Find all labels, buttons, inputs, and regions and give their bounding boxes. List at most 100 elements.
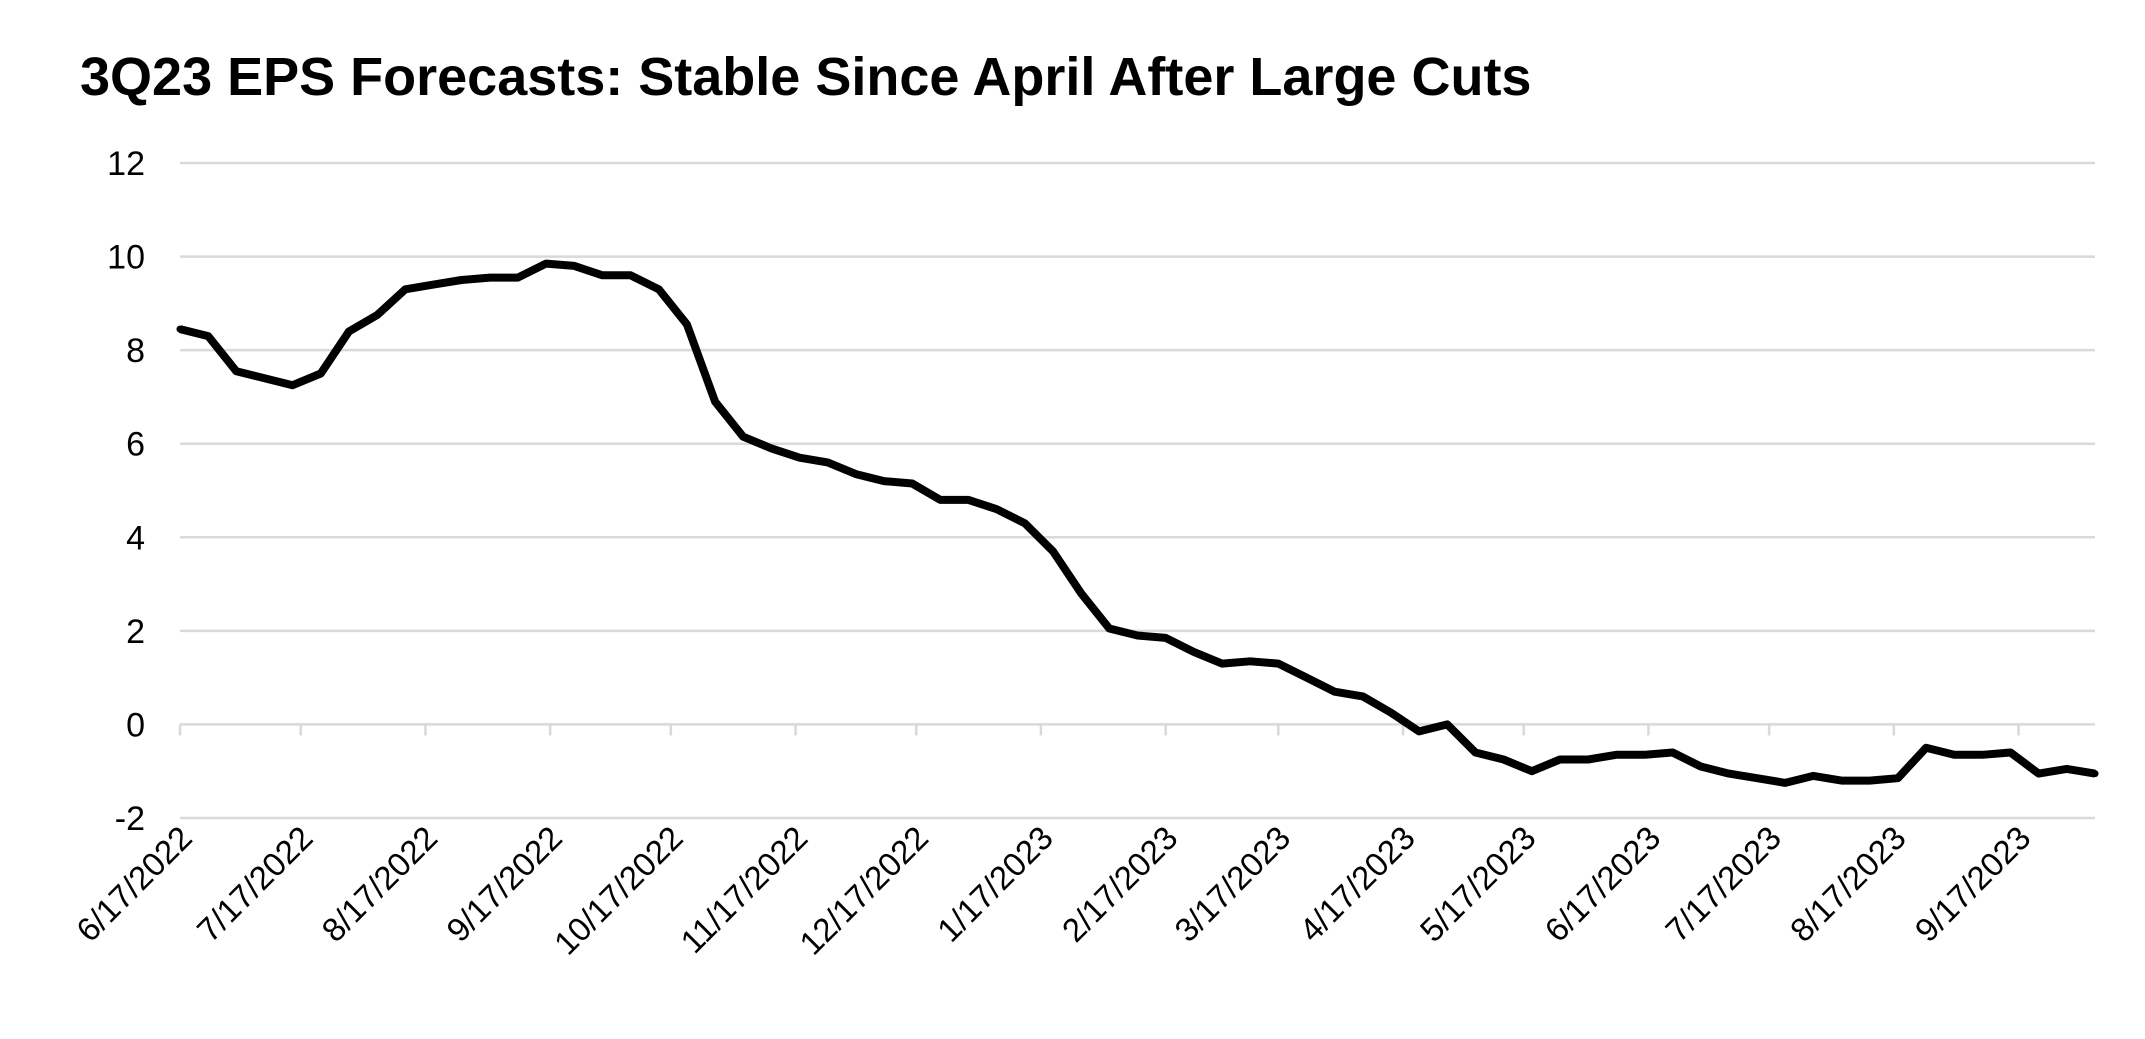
y-axis-tick-labels: -2 0 2 4 6 8 10 12 [107,145,145,838]
data-point [1105,625,1113,632]
data-point [1500,756,1508,763]
data-point [1584,756,1592,763]
data-point [373,311,381,319]
data-point [1331,688,1339,696]
data-point [1753,774,1761,782]
data-point [1922,744,1930,752]
data-point [1134,632,1141,639]
data-point [1021,519,1029,527]
series-layer [176,259,2099,787]
data-point [1443,720,1451,728]
data-point [1950,751,1958,759]
data-point [1246,657,1254,665]
data-point [627,271,635,279]
data-point [289,381,297,389]
data-point [1303,674,1310,682]
data-point [711,398,719,406]
x-tick-label: 9/17/2022 [439,819,569,949]
x-axis [178,724,2020,736]
data-point [1978,751,1986,759]
x-axis-tick-labels: 6/17/20227/17/20228/17/20229/17/202210/1… [69,819,2038,962]
data-point [655,285,663,293]
data-point [1162,634,1170,642]
data-point [1049,547,1057,555]
y-tick-label: 10 [107,239,145,277]
data-point [1077,589,1085,597]
data-point [345,327,353,335]
data-point [514,274,522,282]
x-tick-label: 7/17/2023 [1658,819,1788,949]
data-point [2091,770,2099,778]
data-point [824,458,832,466]
x-tick-label: 6/17/2022 [69,819,199,949]
data-point [1556,756,1564,763]
data-point [1809,772,1817,780]
data-point [1415,727,1423,735]
y-tick-label: -2 [115,800,145,838]
data-point [1387,709,1395,717]
data-point [2035,770,2043,778]
series-line [179,259,2096,787]
x-tick-label: 12/17/2022 [792,819,935,962]
gridlines [180,161,2095,820]
data-point [458,276,466,284]
data-point [204,332,212,340]
data-point [317,370,325,377]
y-tick-label: 4 [126,519,145,557]
y-tick-label: 0 [126,706,145,744]
y-tick-label: 12 [107,145,145,183]
data-point [1669,749,1677,756]
data-point [852,470,860,478]
chart-title: 3Q23 EPS Forecasts: Stable Since April A… [80,47,1532,107]
data-point [232,367,240,375]
data-point [1866,777,1874,785]
x-tick-label: 8/17/2023 [1783,819,1913,949]
data-point [739,433,747,441]
data-point [1640,751,1648,759]
data-point [1274,660,1282,668]
data-point [796,454,804,462]
data-point [1697,763,1705,770]
data-point [486,274,494,282]
data-point [1894,774,1902,782]
data-point [261,374,268,382]
data-point [936,496,944,504]
y-tick-label: 2 [126,613,145,651]
data-point [1218,660,1226,668]
x-tick-label: 8/17/2022 [314,819,444,949]
data-point [598,271,606,279]
data-point [430,281,437,289]
data-point [2007,749,2014,756]
data-point [1838,777,1845,785]
data-point [570,262,578,270]
data-point [1612,751,1620,759]
data-point [2063,765,2071,773]
data-point [1190,648,1198,656]
x-tick-label: 3/17/2023 [1167,819,1297,949]
data-point [908,480,916,487]
data-point [1359,692,1367,700]
x-tick-label: 1/17/2023 [930,819,1060,949]
y-tick-label: 8 [126,332,145,370]
data-point [176,325,184,333]
data-point [1471,749,1479,756]
data-point [880,477,888,485]
data-point [1528,767,1536,775]
data-point [542,260,550,268]
y-tick-label: 6 [126,426,145,464]
x-tick-label: 11/17/2022 [673,819,814,960]
data-point [683,320,691,328]
data-point [1725,770,1733,778]
x-tick-label: 10/17/2022 [547,819,690,962]
x-tick-label: 6/17/2023 [1537,819,1667,949]
x-tick-label: 7/17/2022 [190,819,320,949]
data-point [767,444,775,452]
data-point [401,285,409,293]
x-tick-label: 4/17/2023 [1292,819,1422,949]
x-tick-label: 5/17/2023 [1413,819,1543,949]
x-tick-label: 9/17/2023 [1908,819,2038,949]
data-point [965,496,972,504]
data-point [1781,779,1789,787]
data-point [993,505,1001,513]
